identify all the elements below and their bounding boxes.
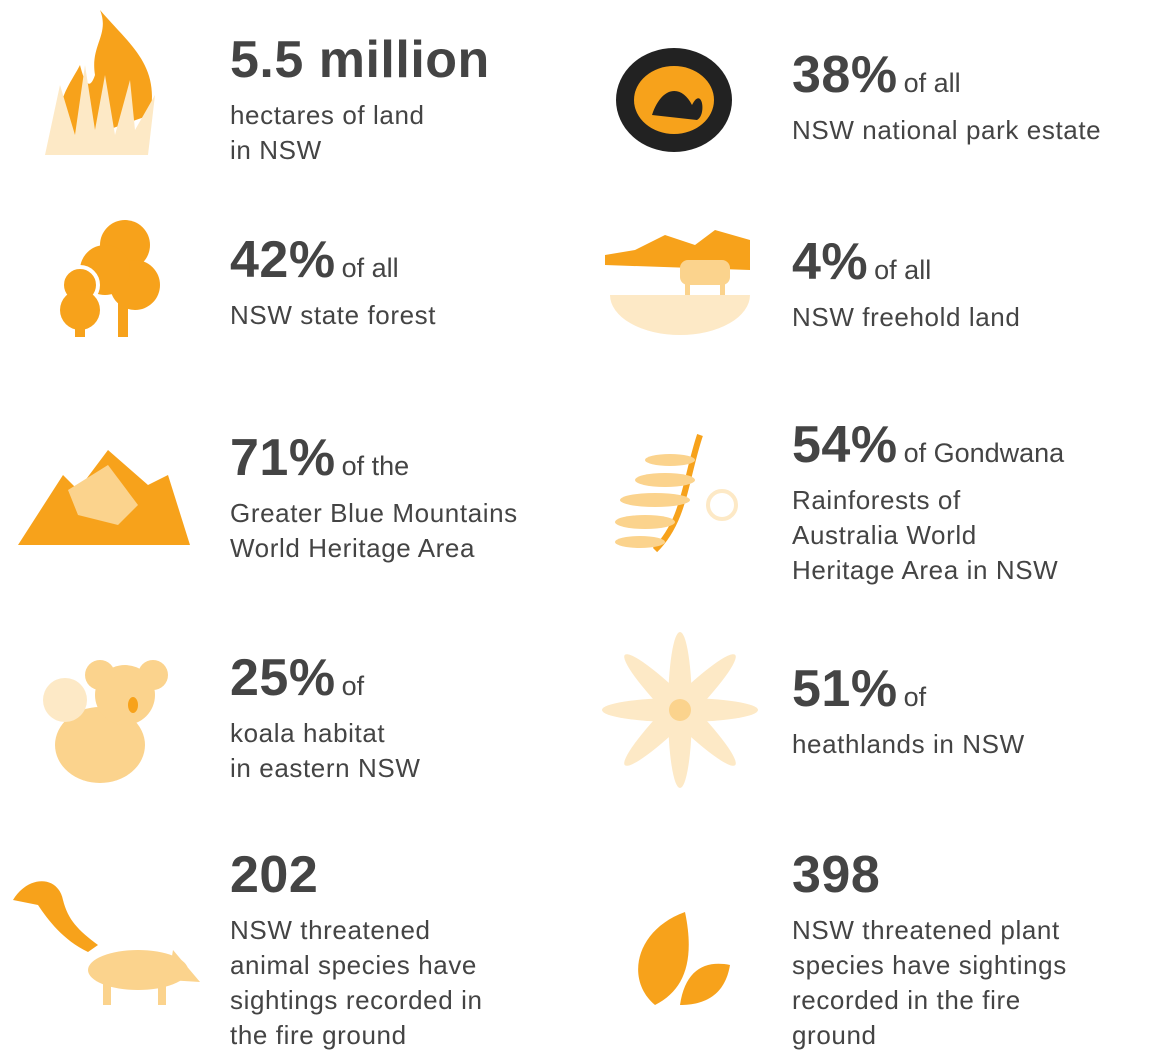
stat-headline: 25%of [230,653,420,716]
stat-description: World Heritage Area [230,531,518,566]
stat-figure: 202 [230,846,318,904]
stat-figure: 5.5 million [230,31,490,89]
stat-suffix: of all [904,68,961,98]
trees-icon [50,215,165,340]
koala-icon [35,655,170,785]
stat-description: koala habitat [230,716,420,751]
stat-description: Australia World [792,518,1064,553]
stat-figure: 71% [230,429,336,487]
stat-description: NSW national park estate [792,113,1101,148]
stat-description: NSW state forest [230,298,436,333]
stat-suffix: of all [342,253,399,283]
stat-description: Rainforests of [792,483,1064,518]
npws-badge-icon [612,45,737,165]
stat-description: NSW threatened plant [792,913,1067,948]
stat-description: Heritage Area in NSW [792,553,1064,588]
farm-icon [605,225,755,340]
stat-headline: 42%of all [230,235,436,298]
stat-description: in eastern NSW [230,751,420,786]
stat-description: NSW freehold land [792,300,1020,335]
stat-description: recorded in the fire [792,983,1067,1018]
stat-suffix: of Gondwana [904,438,1065,468]
stat-suffix: of all [874,255,931,285]
infographic: {"items": [ {"headline": "5.5 million", … [0,0,1153,1043]
stat-headline: 4%of all [792,237,1020,300]
quoll-icon [8,870,203,1010]
fire-icon [40,5,170,155]
stat-description: sightings recorded in [230,983,483,1018]
stat-figure: 398 [792,846,880,904]
stat-figure: 38% [792,46,898,104]
flower-icon [595,625,765,795]
fern-icon [610,430,745,555]
stat-description: species have sightings [792,948,1067,983]
stat-description: animal species have [230,948,483,983]
stat-description: Greater Blue Mountains [230,496,518,531]
leaves-icon [625,910,735,1010]
stat-description: ground [792,1018,1067,1053]
stat-suffix: of [904,682,927,712]
stat-figure: 4% [792,233,868,291]
stat-suffix: of [342,671,365,701]
stat-headline: 202 [230,850,483,913]
stat-figure: 25% [230,649,336,707]
stat-headline: 54%of Gondwana [792,420,1064,483]
stat-description: hectares of land [230,98,490,133]
stat-description: in NSW [230,133,490,168]
stat-figure: 54% [792,416,898,474]
stat-figure: 42% [230,231,336,289]
stat-headline: 51%of [792,664,1025,727]
mountain-icon [18,445,193,550]
stat-suffix: of the [342,451,410,481]
stat-description: the fire ground [230,1018,483,1053]
stat-description: NSW threatened [230,913,483,948]
stat-description: heathlands in NSW [792,727,1025,762]
stat-headline: 5.5 million [230,35,490,98]
stat-headline: 398 [792,850,1067,913]
stat-headline: 38%of all [792,50,1101,113]
stat-headline: 71%of the [230,433,518,496]
stat-figure: 51% [792,660,898,718]
